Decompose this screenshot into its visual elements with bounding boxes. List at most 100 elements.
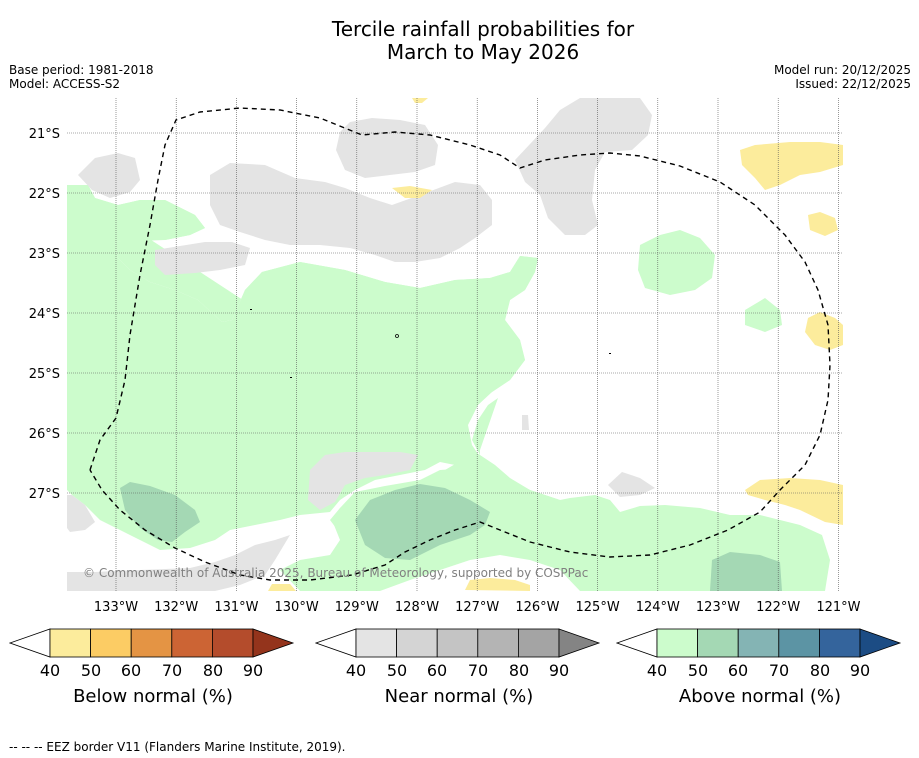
near-normal-nw bbox=[78, 153, 140, 198]
colorbar-swatch bbox=[49, 628, 91, 658]
colorbar-below-normal-label: Below normal (%) bbox=[73, 686, 233, 707]
colorbar-near-normal-swatches bbox=[315, 628, 601, 658]
near-normal-top-right bbox=[515, 98, 652, 235]
longitude-label: 129°W bbox=[335, 600, 379, 615]
cbar-tick: 50 bbox=[386, 661, 408, 680]
colorbar-above-normal-ticks: 40 50 60 70 80 90 bbox=[616, 659, 904, 680]
colorbar-high-extend bbox=[252, 628, 295, 658]
latitude-labels: 21°S 22°S 23°S 24°S 25°S 26°S 27°S bbox=[29, 127, 60, 502]
base-period: Base period: 1981-2018 bbox=[9, 63, 154, 77]
latitude-label: 25°S bbox=[29, 367, 60, 382]
near-normal-north-left bbox=[155, 242, 250, 275]
near-normal-east-small bbox=[608, 472, 655, 497]
model-name: Model: ACCESS-S2 bbox=[9, 77, 121, 91]
cbar-tick: 60 bbox=[426, 661, 448, 680]
below-normal-ne bbox=[740, 142, 843, 190]
near-normal-top bbox=[336, 118, 438, 178]
colorbar-swatch bbox=[818, 628, 861, 658]
below-normal-east bbox=[805, 312, 843, 350]
cbar-tick: 70 bbox=[161, 661, 183, 680]
longitude-labels: 133°W 132°W 131°W 130°W 129°W 128°W 127°W 126°W… bbox=[94, 600, 861, 615]
colorbar-high-extend bbox=[558, 628, 601, 658]
longitude-label: 130°W bbox=[275, 600, 319, 615]
longitude-label: 125°W bbox=[576, 600, 620, 615]
colorbar-below-normal-ticks: 40 50 60 70 80 90 bbox=[9, 659, 297, 680]
cbar-tick: 70 bbox=[768, 661, 790, 680]
colorbar-swatch bbox=[130, 628, 173, 658]
meta-left: Base period: 1981-2018 Model: ACCESS-S2 bbox=[9, 63, 154, 91]
colorbar-swatch bbox=[171, 628, 213, 658]
colorbar-swatch bbox=[737, 628, 780, 658]
cbar-tick: 60 bbox=[727, 661, 749, 680]
cbar-tick: 80 bbox=[202, 661, 224, 680]
cbar-tick: 70 bbox=[467, 661, 489, 680]
latitude-label: 27°S bbox=[29, 487, 60, 502]
colorbar-low-extend bbox=[616, 628, 658, 658]
colorbar-below-normal: 40 50 60 70 80 90 bbox=[9, 627, 297, 680]
colorbar-above-normal-swatches bbox=[616, 628, 902, 658]
latitude-label: 24°S bbox=[29, 307, 60, 322]
latitude-label: 22°S bbox=[29, 187, 60, 202]
cbar-tick: 40 bbox=[39, 661, 61, 680]
cbar-tick: 80 bbox=[508, 661, 530, 680]
colorbar-near-normal-ticks: 40 50 60 70 80 90 bbox=[315, 659, 603, 680]
colorbar-near-normal: 40 50 60 70 80 90 bbox=[315, 627, 603, 680]
above-normal-main bbox=[67, 185, 538, 550]
contour-mark bbox=[609, 353, 611, 354]
below-normal-north-small bbox=[392, 186, 432, 198]
issued-date: Issued: 22/12/2025 bbox=[795, 77, 911, 91]
meta-right: Model run: 20/12/2025 Issued: 22/12/2025 bbox=[774, 63, 911, 91]
longitude-label: 128°W bbox=[395, 600, 439, 615]
footnote-eez: -- -- -- EEZ border V11 (Flanders Marine… bbox=[9, 740, 346, 754]
below-normal-40-areas bbox=[268, 98, 843, 591]
below-normal-sw-small bbox=[268, 584, 296, 591]
near-normal-north-center bbox=[210, 163, 492, 262]
colorbar-swatch bbox=[211, 628, 254, 658]
cbar-tick: 40 bbox=[646, 661, 668, 680]
longitude-label: 124°W bbox=[636, 600, 680, 615]
contour-mark bbox=[250, 309, 252, 310]
contour-mark bbox=[290, 377, 292, 378]
eez-border-line bbox=[89, 107, 831, 581]
colorbar-swatch bbox=[396, 628, 438, 658]
colorbar-low-extend bbox=[9, 628, 51, 658]
above-normal-50-center bbox=[355, 484, 490, 560]
title-line-2: March to May 2026 bbox=[386, 40, 580, 64]
chart-title: Tercile rainfall probabilities for March… bbox=[0, 18, 919, 64]
model-run: Model run: 20/12/2025 bbox=[773, 63, 911, 77]
cbar-tick: 60 bbox=[120, 661, 142, 680]
colorbar-near-normal-label: Near normal (%) bbox=[384, 686, 534, 707]
latitude-label: 21°S bbox=[29, 127, 60, 142]
longitude-label: 132°W bbox=[154, 600, 198, 615]
colorbar-below-normal-swatches bbox=[9, 628, 295, 658]
cbar-tick: 80 bbox=[809, 661, 831, 680]
above-normal-east-small bbox=[745, 298, 782, 332]
colorbar-above-normal: 40 50 60 70 80 90 bbox=[616, 627, 904, 680]
colorbar-swatch bbox=[355, 628, 397, 658]
longitude-label: 123°W bbox=[696, 600, 740, 615]
copyright-text: © Commonwealth of Australia 2025, Bureau… bbox=[83, 566, 588, 580]
gridlines bbox=[67, 98, 843, 591]
below-normal-south-small bbox=[465, 578, 530, 591]
near-normal-sw-bottom bbox=[67, 535, 290, 591]
colorbar-swatch bbox=[477, 628, 519, 658]
above-normal-50-west bbox=[120, 482, 200, 542]
below-normal-se bbox=[745, 478, 843, 525]
latitude-label: 26°S bbox=[29, 427, 60, 442]
colorbar-high-extend bbox=[859, 628, 902, 658]
latitude-label: 23°S bbox=[29, 247, 60, 262]
title-line-1: Tercile rainfall probabilities for bbox=[331, 17, 635, 41]
colorbar-swatch bbox=[517, 628, 560, 658]
above-normal-east-blob bbox=[638, 230, 715, 295]
cbar-tick: 40 bbox=[345, 661, 367, 680]
longitude-label: 122°W bbox=[756, 600, 800, 615]
cbar-tick: 90 bbox=[548, 661, 570, 680]
longitude-label: 121°W bbox=[816, 600, 860, 615]
longitude-label: 126°W bbox=[515, 600, 559, 615]
near-normal-sw bbox=[67, 495, 95, 532]
colorbar-swatch bbox=[697, 628, 739, 658]
longitude-label: 131°W bbox=[214, 600, 258, 615]
cbar-tick: 50 bbox=[687, 661, 709, 680]
colorbar-swatch bbox=[778, 628, 820, 658]
colorbar-swatch bbox=[656, 628, 698, 658]
